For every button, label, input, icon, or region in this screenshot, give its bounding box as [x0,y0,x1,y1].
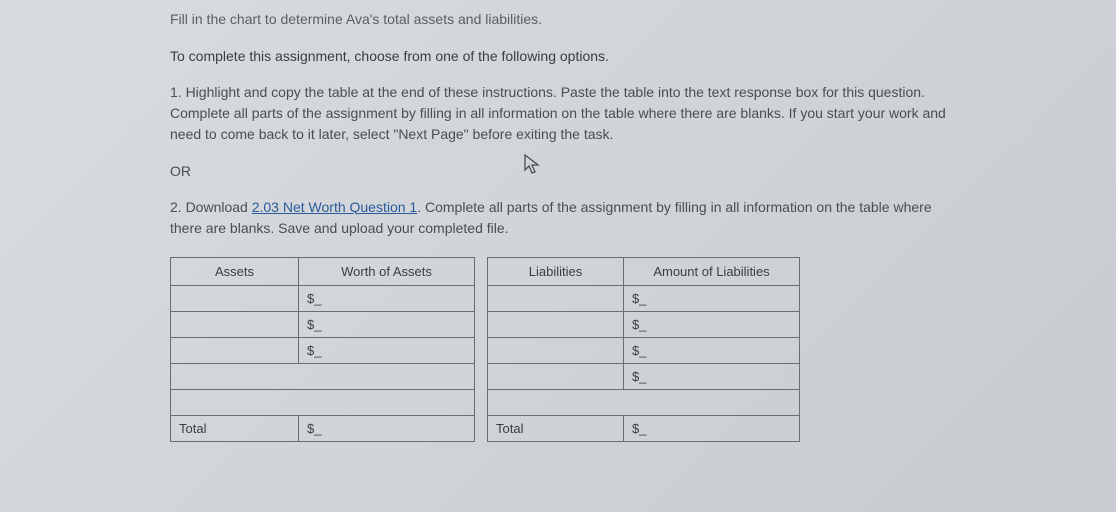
worth-cell: $_ [299,285,475,311]
liability-cell [488,363,624,389]
total-label: Total [171,415,299,441]
liability-cell [488,337,624,363]
worth-cell: $_ [299,311,475,337]
amount-cell: $_ [624,337,800,363]
assets-header: Assets [171,257,299,285]
assets-table: Assets Worth of Assets $_ $_ $_ [170,257,475,442]
table-row: $_ [171,285,475,311]
amount-cell: $_ [624,363,800,389]
table-header-row: Liabilities Amount of Liabilities [488,257,800,285]
asset-cell [171,285,299,311]
document-content: Fill in the chart to determine Ava's tot… [0,0,1116,462]
worth-cell: $_ [299,337,475,363]
liabilities-table: Liabilities Amount of Liabilities $_ $_ … [487,257,800,442]
amount-cell: $_ [624,311,800,337]
or-separator: OR [170,163,946,179]
total-row: Total $_ [171,415,475,441]
spacer-row [171,389,475,415]
option-1-text: 1. Highlight and copy the table at the e… [170,82,946,145]
asset-cell [171,337,299,363]
table-row: $_ [488,311,800,337]
asset-cell [171,311,299,337]
option-2-prefix: 2. Download [170,199,252,215]
amount-cell: $_ [624,285,800,311]
table-row: $_ [488,363,800,389]
intro-text: Fill in the chart to determine Ava's tot… [170,10,946,30]
table-row: $_ [171,337,475,363]
total-row: Total $_ [488,415,800,441]
table-header-row: Assets Worth of Assets [171,257,475,285]
tables-container: Assets Worth of Assets $_ $_ $_ [170,257,946,442]
table-row: $_ [171,311,475,337]
table-row: $_ [488,337,800,363]
total-value: $_ [624,415,800,441]
liabilities-header: Liabilities [488,257,624,285]
liability-cell [488,285,624,311]
instruction-header: To complete this assignment, choose from… [170,48,946,64]
table-row: $_ [488,285,800,311]
worth-header: Worth of Assets [299,257,475,285]
total-value: $_ [299,415,475,441]
download-link[interactable]: 2.03 Net Worth Question 1 [252,199,418,215]
total-label: Total [488,415,624,441]
spacer-row [171,363,475,389]
amount-header: Amount of Liabilities [624,257,800,285]
spacer-row [488,389,800,415]
option-2-text: 2. Download 2.03 Net Worth Question 1. C… [170,197,946,239]
liability-cell [488,311,624,337]
